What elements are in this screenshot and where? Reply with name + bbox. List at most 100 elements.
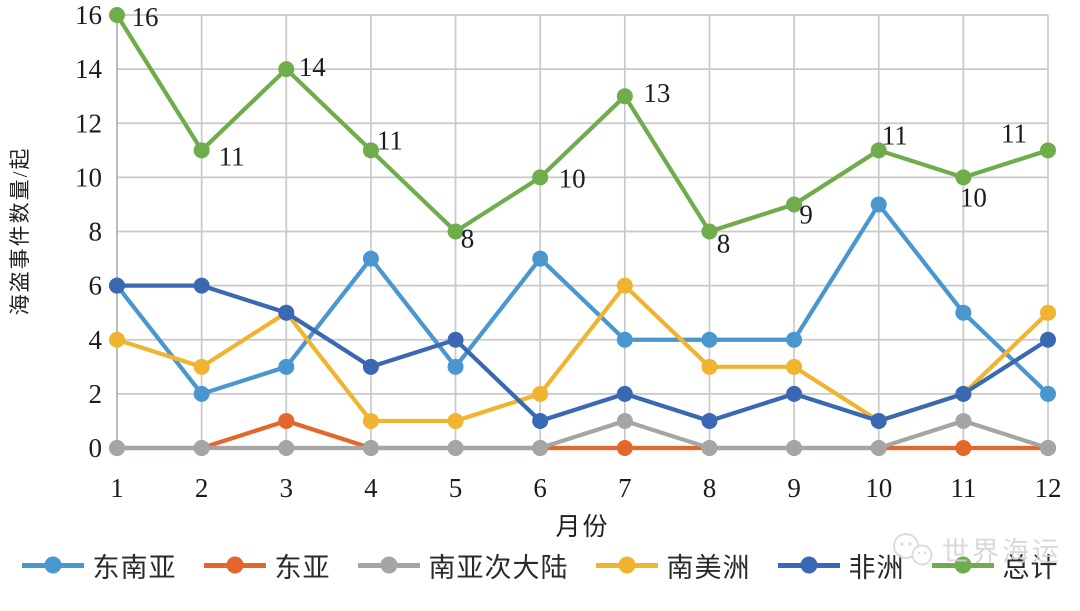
y-tick-label: 10 xyxy=(75,162,102,192)
legend-marker-dot xyxy=(226,556,243,574)
legend-marker xyxy=(931,556,994,574)
legend-marker-dot xyxy=(618,556,635,574)
x-tick-label: 10 xyxy=(865,473,892,503)
series-point xyxy=(447,223,464,240)
series-point xyxy=(109,7,125,23)
x-tick-label: 7 xyxy=(618,473,632,503)
series-point xyxy=(1040,304,1056,321)
series-point xyxy=(701,412,718,429)
series-point xyxy=(1040,440,1056,456)
series-point xyxy=(109,277,125,294)
series-point xyxy=(362,412,379,429)
y-tick-label: 6 xyxy=(89,271,103,301)
series-point xyxy=(362,250,379,267)
y-tick-label: 14 xyxy=(75,54,103,84)
series-point xyxy=(532,412,549,429)
x-tick-label: 3 xyxy=(280,473,294,503)
x-tick-label: 4 xyxy=(364,473,378,503)
series-point xyxy=(362,440,379,456)
legend-marker-dot xyxy=(800,556,817,574)
legend-label: 总计 xyxy=(1002,552,1059,583)
legend-item: 非洲 xyxy=(777,546,905,585)
series-point xyxy=(870,142,887,159)
series-point xyxy=(786,358,803,375)
legend: 东南亚 东亚 南亚次大陆 南美洲 非洲 总计 xyxy=(0,543,1080,587)
series-point xyxy=(532,169,549,186)
x-tick-label: 1 xyxy=(110,473,124,503)
series-point xyxy=(955,412,972,429)
data-label: 13 xyxy=(643,78,670,108)
series-point xyxy=(786,331,803,348)
legend-label: 东亚 xyxy=(274,552,331,583)
legend-label: 南亚次大陆 xyxy=(428,552,569,583)
data-label: 10 xyxy=(559,163,586,193)
y-tick-label: 4 xyxy=(89,325,103,355)
series-point xyxy=(955,440,972,456)
legend-marker xyxy=(595,556,658,574)
series-point xyxy=(786,385,803,402)
series-line-1 xyxy=(114,418,1051,451)
legend-item: 总计 xyxy=(931,546,1059,585)
legend-marker-dot xyxy=(44,556,61,574)
series-point xyxy=(1040,385,1056,402)
y-tick-label: 8 xyxy=(89,217,103,247)
series-point xyxy=(955,385,972,402)
legend-item: 东亚 xyxy=(203,546,331,585)
series-point xyxy=(1040,331,1056,348)
series-point xyxy=(786,440,803,456)
data-label: 11 xyxy=(1001,118,1027,148)
series-point xyxy=(701,358,718,375)
series-point xyxy=(109,440,125,456)
series-point xyxy=(870,412,887,429)
series-line-2 xyxy=(114,418,1051,451)
x-tick-label: 8 xyxy=(703,473,717,503)
y-tick-label: 2 xyxy=(89,379,103,409)
data-label: 10 xyxy=(960,182,987,212)
data-label: 8 xyxy=(717,229,731,259)
legend-label: 南美洲 xyxy=(666,552,751,583)
legend-marker xyxy=(357,556,420,574)
legend-item: 南美洲 xyxy=(595,546,751,585)
series-point xyxy=(701,331,718,348)
series-point xyxy=(616,277,633,294)
data-label: 14 xyxy=(299,52,327,82)
legend-marker xyxy=(21,556,84,574)
series-point xyxy=(870,196,887,213)
y-tick-label: 16 xyxy=(75,0,102,30)
x-axis-title: 月份 xyxy=(555,514,610,541)
legend-marker xyxy=(777,556,840,574)
series-point xyxy=(362,142,379,159)
legend-label: 东南亚 xyxy=(92,552,177,583)
series-point xyxy=(447,440,464,456)
series-point xyxy=(447,331,464,348)
series-point xyxy=(616,412,633,429)
series-point xyxy=(193,358,210,375)
legend-label: 非洲 xyxy=(848,552,905,583)
data-label: 9 xyxy=(799,199,813,229)
legend-marker-dot xyxy=(954,556,971,574)
data-label: 11 xyxy=(219,141,245,171)
series-point xyxy=(193,440,210,456)
series-line-5 xyxy=(114,12,1051,234)
series-point xyxy=(278,304,295,321)
series-point xyxy=(193,142,210,159)
x-tick-label: 2 xyxy=(195,473,209,503)
series-line-4 xyxy=(114,283,1051,424)
data-label: 16 xyxy=(132,2,159,32)
series-point xyxy=(786,196,803,213)
series-point xyxy=(616,440,633,456)
x-tick-label: 12 xyxy=(1035,473,1062,503)
legend-marker-dot xyxy=(380,556,397,574)
series-point xyxy=(278,358,295,375)
series-line-0 xyxy=(114,202,1051,396)
x-tick-label: 11 xyxy=(950,473,976,503)
series-point xyxy=(1040,142,1056,159)
series-point xyxy=(701,223,718,240)
series-point xyxy=(870,440,887,456)
series-point xyxy=(955,169,972,186)
series-point xyxy=(532,440,549,456)
y-tick-label: 0 xyxy=(89,433,103,463)
series-point xyxy=(616,331,633,348)
